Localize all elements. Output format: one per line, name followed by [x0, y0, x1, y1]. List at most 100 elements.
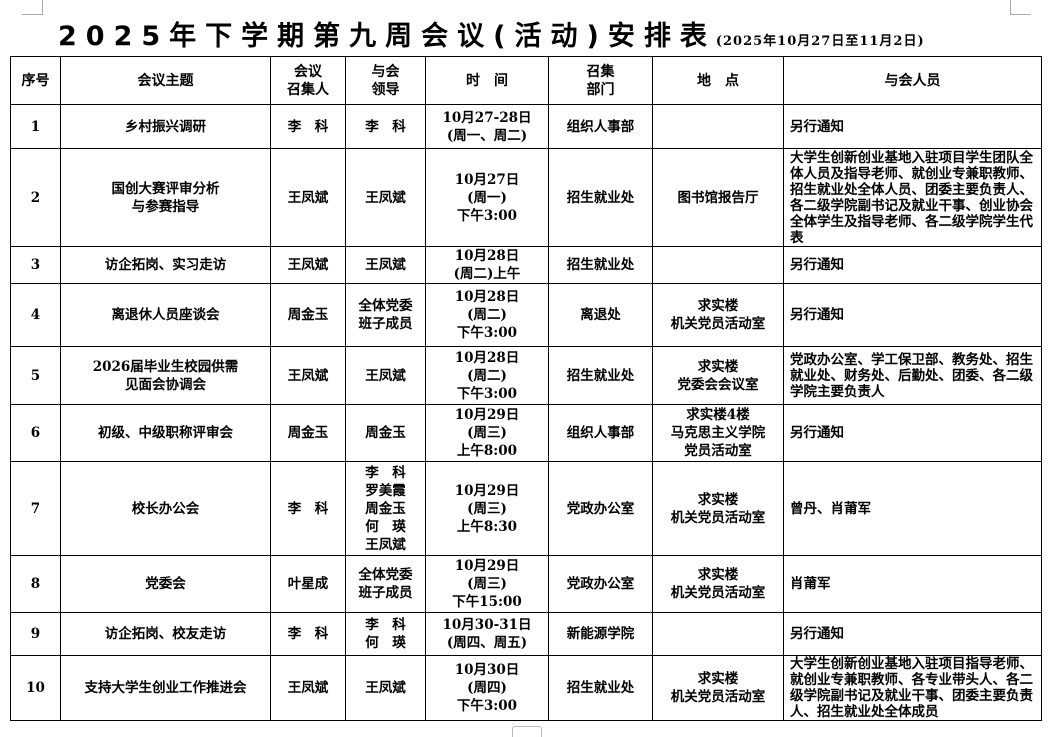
- cell-row-number: 3: [10, 246, 61, 284]
- cell-meeting-topic: 访企拓岗、校友走访: [60, 612, 271, 656]
- cell-meeting-topic: 支持大学生创业工作推进会: [60, 655, 271, 721]
- cell-location: [652, 104, 784, 149]
- table-row: 10 支持大学生创业工作推进会 王凤斌 王凤斌 10月30日 (周四) 下午3:00 招生…: [10, 655, 1042, 721]
- document-title: 2025年下学期第九周会议(活动)安排表(2025年10月27日至11月2日): [58, 14, 925, 53]
- scroll-handle[interactable]: [512, 726, 542, 737]
- cell-department: 组织人事部: [548, 104, 653, 149]
- cell-meeting-topic: 校长办公会: [60, 461, 271, 556]
- cell-department: 离退处: [548, 283, 653, 347]
- table-row: 1 乡村振兴调研李 科李 科 10月27-28日 (周一、周二) 组织人事部 另行通知: [10, 104, 1042, 149]
- table-row: 7 校长办公会李 科李 科 罗美霞 周金玉 何 瑛 王凤斌 10月29日 (周三) …: [10, 461, 1042, 556]
- cell-location: [652, 246, 784, 284]
- table-row: 2 国创大赛评审分析 与参赛指导 王凤斌 王凤斌 10月27日 (周一) 下午3:00 招…: [10, 148, 1042, 247]
- cell-meeting-topic: 党委会: [60, 555, 271, 613]
- cell-leaders: 王凤斌: [345, 655, 426, 721]
- cell-time: 10月30-31日 (周四、周五): [425, 612, 549, 656]
- cell-leaders: 王凤斌: [345, 246, 426, 284]
- cell-location: 求实楼 党委会会议室: [652, 346, 784, 405]
- title-date-range: (2025年10月27日至11月2日): [715, 34, 925, 49]
- cell-meeting-topic: 2026届毕业生校园供需 见面会协调会: [60, 346, 271, 405]
- cell-location: 求实楼4楼 马克思主义学院 党员活动室: [652, 404, 784, 462]
- table-row: 9 访企拓岗、校友走访李 科李 科 何 瑛 10月30-31日 (周四、周五) 新能源…: [10, 612, 1042, 656]
- cell-row-number: 2: [10, 148, 61, 247]
- cell-attendees: 大学生创新创业基地入驻项目学生团队全体人员及指导老师、就创业专兼职教师、招生就业…: [783, 148, 1042, 247]
- header-leaders: 与会 领导: [345, 56, 426, 105]
- cell-location: 求实楼 机关党员活动室: [652, 461, 784, 556]
- header-attendees: 与会人员: [783, 56, 1042, 105]
- cell-attendees: 曾丹、肖莆军: [783, 461, 1042, 556]
- cell-department: 党政办公室: [548, 461, 653, 556]
- cell-attendees: 另行通知: [783, 404, 1042, 462]
- cell-location: 求实楼 机关党员活动室: [652, 555, 784, 613]
- cell-time: 10月28日 (周二) 下午3:00: [425, 346, 549, 405]
- header-row: 序号 会议主题 会议 召集人 与会 领导时 间召集 部门地 点与会人员: [10, 56, 1042, 105]
- cell-convener: 李 科: [270, 461, 346, 556]
- cell-convener: 王凤斌: [270, 246, 346, 284]
- table-row: 3 访企拓岗、实习走访 王凤斌 王凤斌 10月28日 (周二)上午 招生就业处 另行通知: [10, 246, 1042, 284]
- page-corner-mark: [1010, 0, 1031, 15]
- cell-row-number: 5: [10, 346, 61, 405]
- cell-time: 10月27日 (周一) 下午3:00: [425, 148, 549, 247]
- cell-leaders: 王凤斌: [345, 346, 426, 405]
- schedule-table: 序号 会议主题 会议 召集人 与会 领导时 间召集 部门地 点与会人员 1 乡村振兴调研…: [10, 56, 1042, 721]
- cell-attendees: 另行通知: [783, 612, 1042, 656]
- cell-leaders: 李 科: [345, 104, 426, 149]
- cell-convener: 王凤斌: [270, 148, 346, 247]
- cell-leaders: 李 科 何 瑛: [345, 612, 426, 656]
- cell-leaders: 全体党委 班子成员: [345, 283, 426, 347]
- cell-convener: 周金玉: [270, 404, 346, 462]
- cell-department: 招生就业处: [548, 148, 653, 247]
- cell-convener: 李 科: [270, 104, 346, 149]
- cell-meeting-topic: 访企拓岗、实习走访: [60, 246, 271, 284]
- cell-department: 组织人事部: [548, 404, 653, 462]
- cell-department: 招生就业处: [548, 655, 653, 721]
- cell-convener: 王凤斌: [270, 346, 346, 405]
- cell-location: 图书馆报告厅: [652, 148, 784, 247]
- header-row-number: 序号: [10, 56, 61, 105]
- cell-meeting-topic: 国创大赛评审分析 与参赛指导: [60, 148, 271, 247]
- cell-attendees: 另行通知: [783, 283, 1042, 347]
- cell-time: 10月29日 (周三) 上午8:00: [425, 404, 549, 462]
- cell-row-number: 7: [10, 461, 61, 556]
- cell-department: 招生就业处: [548, 346, 653, 405]
- cell-meeting-topic: 离退休人员座谈会: [60, 283, 271, 347]
- cell-leaders: 全体党委 班子成员: [345, 555, 426, 613]
- cell-location: [652, 612, 784, 656]
- cell-convener: 王凤斌: [270, 655, 346, 721]
- cell-location: 求实楼 机关党员活动室: [652, 283, 784, 347]
- cell-attendees: 大学生创新创业基地入驻项目指导老师、就创业专兼职教师、各专业带头人、各二级学院副…: [783, 655, 1042, 721]
- cell-leaders: 李 科 罗美霞 周金玉 何 瑛 王凤斌: [345, 461, 426, 556]
- cell-row-number: 6: [10, 404, 61, 462]
- table-row: 6 初级、中级职称评审会 周金玉 周金玉 10月29日 (周三) 上午8:00 组织人事部…: [10, 404, 1042, 462]
- cell-leaders: 王凤斌: [345, 148, 426, 247]
- cell-leaders: 周金玉: [345, 404, 426, 462]
- cell-attendees: 另行通知: [783, 104, 1042, 149]
- cell-row-number: 1: [10, 104, 61, 149]
- page-corner-mark: [22, 0, 43, 15]
- cell-row-number: 8: [10, 555, 61, 613]
- cell-time: 10月28日 (周二)上午: [425, 246, 549, 284]
- table-row: 4 离退休人员座谈会 周金玉 全体党委 班子成员 10月28日 (周二) 下午3:00 离…: [10, 283, 1042, 347]
- table-row: 8 党委会 叶星成 全体党委 班子成员 10月29日 (周三) 下午15:00 党政办公室…: [10, 555, 1042, 613]
- cell-time: 10月28日 (周二) 下午3:00: [425, 283, 549, 347]
- cell-convener: 李 科: [270, 612, 346, 656]
- cell-time: 10月29日 (周三) 上午8:30: [425, 461, 549, 556]
- cell-row-number: 4: [10, 283, 61, 347]
- header-time: 时 间: [425, 56, 549, 105]
- header-location: 地 点: [652, 56, 784, 105]
- header-convener: 会议 召集人: [270, 56, 346, 105]
- cell-department: 新能源学院: [548, 612, 653, 656]
- cell-convener: 叶星成: [270, 555, 346, 613]
- header-meeting-topic: 会议主题: [60, 56, 271, 105]
- title-main: 2025年下学期第九周会议(活动)安排表: [58, 21, 716, 52]
- cell-attendees: 党政办公室、学工保卫部、教务处、招生就业处、财务处、后勤处、团委、各二级学院主要…: [783, 346, 1042, 405]
- cell-row-number: 10: [10, 655, 61, 721]
- cell-department: 党政办公室: [548, 555, 653, 613]
- table-row: 5 2026届毕业生校园供需 见面会协调会 王凤斌 王凤斌 10月28日 (周二) 下午…: [10, 346, 1042, 405]
- cell-time: 10月29日 (周三) 下午15:00: [425, 555, 549, 613]
- cell-time: 10月30日 (周四) 下午3:00: [425, 655, 549, 721]
- cell-row-number: 9: [10, 612, 61, 656]
- cell-time: 10月27-28日 (周一、周二): [425, 104, 549, 149]
- cell-attendees: 另行通知: [783, 246, 1042, 284]
- cell-convener: 周金玉: [270, 283, 346, 347]
